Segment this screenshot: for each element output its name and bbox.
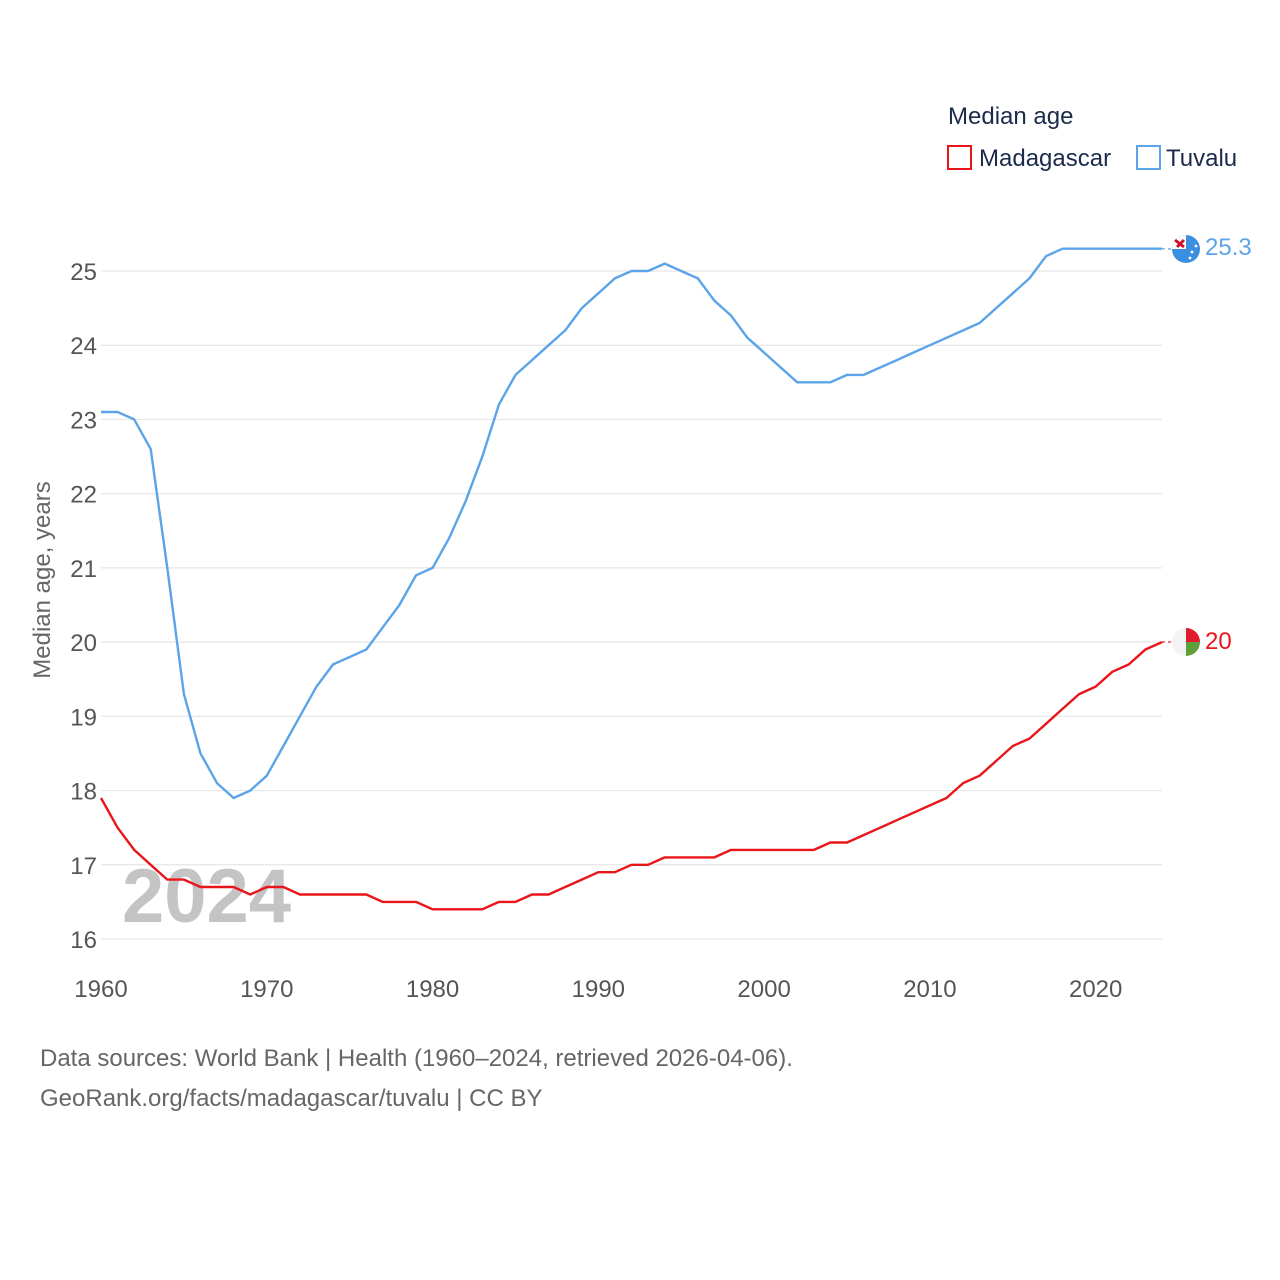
legend-item-tuvalu[interactable]: Tuvalu [1136,145,1237,172]
y-tick-label: 20 [70,630,97,657]
y-tick-label: 24 [70,333,97,360]
legend-swatch-madagascar [947,145,972,170]
y-tick-label: 23 [70,407,97,434]
year-watermark: 2024 [122,854,291,939]
attribution-link[interactable]: GeoRank.org/facts/madagascar/tuvalu | CC… [40,1085,543,1112]
end-label-madagascar: 20 [1205,628,1232,655]
x-tick-label: 2010 [903,976,956,1003]
y-tick-label: 25 [70,259,97,286]
legend-swatch-tuvalu [1136,145,1161,170]
y-tick-label: 22 [70,482,97,509]
madagascar-flag-marker [1172,628,1200,656]
y-tick-label: 18 [70,779,97,806]
gridlines [101,270,1162,940]
x-tick-label: 2020 [1069,976,1122,1003]
legend-title: Median age [948,103,1073,130]
x-tick-label: 1960 [74,976,127,1003]
x-tick-label: 2000 [737,976,790,1003]
end-labels: 20 25.3 [1205,234,1252,655]
legend-item-madagascar[interactable]: Madagascar [947,145,1111,172]
series-line-madagascar[interactable] [99,641,1163,911]
x-tick-label: 1970 [240,976,293,1003]
x-axis-ticks: 1960 1970 1980 1990 2000 2010 2020 [74,976,1122,1003]
y-tick-label: 17 [70,853,97,880]
y-tick-label: 19 [70,704,97,731]
y-axis-label: Median age, years [29,481,56,678]
x-tick-label: 1990 [572,976,625,1003]
x-tick-label: 1980 [406,976,459,1003]
legend-label-madagascar: Madagascar [979,145,1111,172]
y-tick-label: 21 [70,556,97,583]
tuvalu-flag-marker [1172,235,1200,263]
y-axis-ticks: 16 17 18 19 20 21 22 23 24 25 [70,259,97,954]
legend: Median age Madagascar Tuvalu [947,103,1237,172]
data-source-text: Data sources: World Bank | Health (1960–… [40,1045,793,1072]
series-line-tuvalu[interactable] [101,247,1162,800]
legend-label-tuvalu: Tuvalu [1166,145,1237,172]
end-label-tuvalu: 25.3 [1205,234,1252,261]
series-lines [99,247,1173,911]
y-tick-label: 16 [70,927,97,954]
